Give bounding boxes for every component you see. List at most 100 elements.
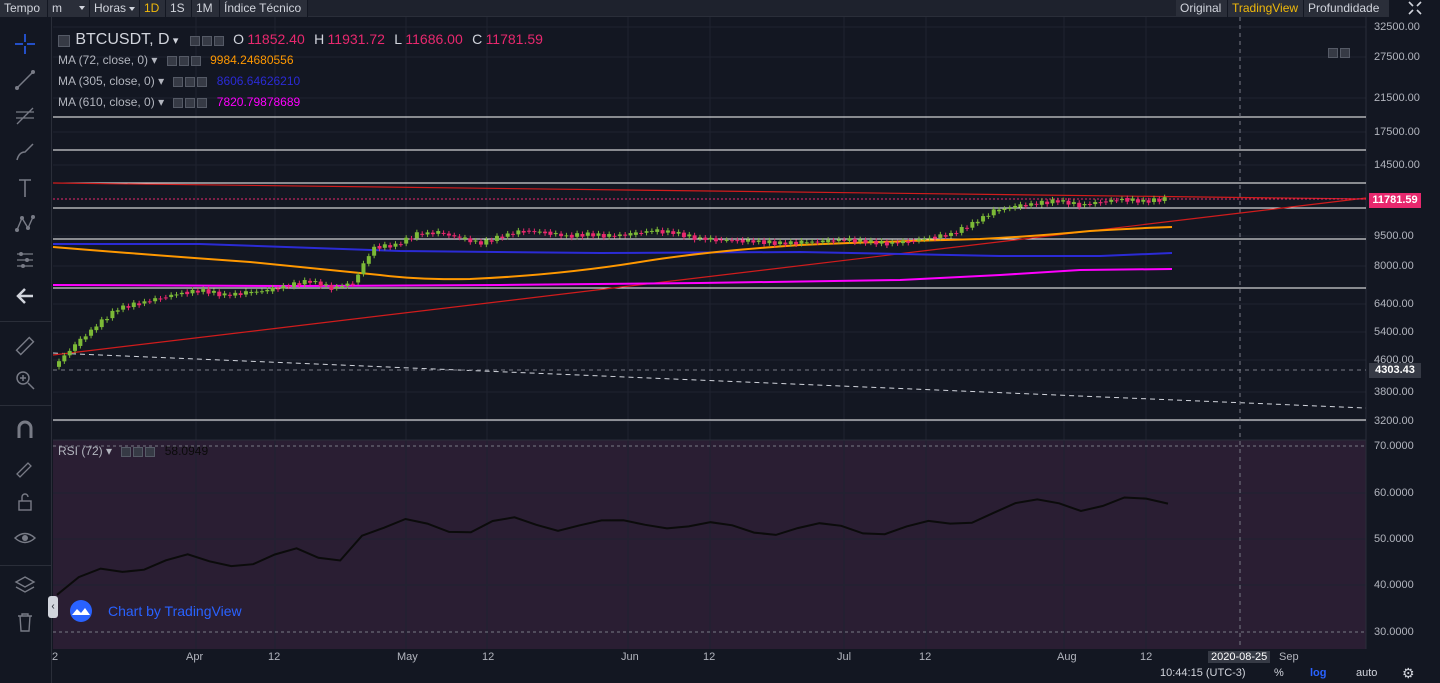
eye-icon[interactable]	[173, 76, 184, 87]
candle[interactable]	[820, 240, 825, 243]
candle[interactable]	[105, 318, 110, 321]
candle[interactable]	[591, 233, 596, 237]
candle[interactable]	[57, 361, 61, 367]
candle[interactable]	[991, 209, 996, 216]
log-toggle[interactable]: log	[1310, 667, 1327, 679]
candle[interactable]	[511, 233, 516, 235]
candle[interactable]	[62, 355, 67, 362]
text-tool[interactable]	[10, 175, 40, 201]
candle[interactable]	[270, 287, 275, 292]
candle[interactable]	[398, 244, 403, 246]
candle[interactable]	[211, 290, 216, 293]
candle[interactable]	[895, 242, 900, 244]
candle[interactable]	[142, 301, 147, 304]
candle[interactable]	[1125, 198, 1130, 202]
candle[interactable]	[478, 241, 483, 245]
candle[interactable]	[1114, 200, 1119, 202]
candle[interactable]	[874, 240, 879, 245]
candle[interactable]	[388, 245, 393, 248]
candle[interactable]	[1098, 202, 1103, 204]
candle[interactable]	[334, 286, 339, 289]
collapse-sidebar-button[interactable]: ‹	[48, 596, 58, 618]
lock-tool[interactable]	[10, 489, 40, 515]
candle[interactable]	[676, 231, 681, 234]
candle[interactable]	[126, 306, 131, 308]
candle[interactable]	[249, 291, 254, 294]
ma305-line[interactable]	[53, 243, 1173, 257]
candle[interactable]	[810, 241, 815, 243]
candle[interactable]	[372, 246, 377, 256]
candle[interactable]	[500, 236, 505, 239]
candle[interactable]	[1055, 200, 1060, 203]
candle[interactable]	[292, 282, 297, 287]
candle[interactable]	[649, 230, 654, 232]
candle[interactable]	[756, 240, 761, 242]
candle[interactable]	[644, 231, 649, 233]
candle[interactable]	[794, 241, 799, 245]
candle[interactable]	[692, 235, 697, 240]
candle[interactable]	[1135, 199, 1140, 203]
candle[interactable]	[468, 238, 473, 243]
candle[interactable]	[414, 232, 419, 239]
candle[interactable]	[569, 234, 574, 238]
candle[interactable]	[457, 236, 462, 238]
candle[interactable]	[842, 239, 847, 241]
chevron-down-icon[interactable]: ▾	[106, 444, 113, 458]
symbol-name[interactable]: BTCUSDT, D	[75, 31, 170, 48]
candle[interactable]	[863, 240, 868, 244]
candle[interactable]	[163, 297, 168, 299]
candle[interactable]	[815, 241, 820, 243]
candle[interactable]	[681, 232, 686, 238]
candle[interactable]	[382, 244, 387, 248]
candle[interactable]	[906, 241, 911, 243]
candle[interactable]	[548, 231, 553, 235]
candle[interactable]	[147, 301, 152, 303]
candle[interactable]	[826, 239, 831, 243]
candle[interactable]	[585, 232, 590, 236]
candle[interactable]	[1050, 199, 1055, 204]
candle[interactable]	[580, 234, 585, 237]
candle[interactable]	[724, 239, 729, 241]
zoom-tool[interactable]	[10, 367, 40, 393]
tradingview-view-button[interactable]: TradingView	[1228, 0, 1304, 17]
candle[interactable]	[174, 294, 179, 296]
ma72-line[interactable]	[52, 226, 1173, 281]
candle[interactable]	[713, 238, 718, 242]
candle[interactable]	[302, 280, 307, 285]
red-resistance-line[interactable]	[52, 182, 1367, 200]
candle[interactable]	[318, 281, 323, 287]
candle[interactable]	[436, 231, 441, 234]
candle[interactable]	[153, 298, 158, 302]
candle[interactable]	[243, 291, 248, 295]
candle[interactable]	[1002, 208, 1007, 211]
candle[interactable]	[804, 242, 809, 244]
candle[interactable]	[409, 238, 414, 240]
candle[interactable]	[190, 289, 195, 294]
auto-toggle[interactable]: auto	[1356, 667, 1378, 679]
candle[interactable]	[751, 240, 756, 243]
candle[interactable]	[660, 230, 665, 234]
candle[interactable]	[473, 240, 478, 242]
candle[interactable]	[879, 240, 884, 244]
candle[interactable]	[1082, 204, 1087, 206]
candle[interactable]	[254, 291, 259, 293]
candle[interactable]	[543, 231, 548, 234]
trend-line-tool[interactable]	[10, 67, 40, 93]
candle[interactable]	[169, 294, 174, 298]
candle[interactable]	[329, 284, 334, 290]
candle[interactable]	[623, 234, 628, 236]
candle[interactable]	[505, 233, 510, 237]
candle[interactable]	[446, 233, 451, 236]
candle[interactable]	[324, 284, 329, 286]
candle[interactable]	[1023, 205, 1028, 207]
candle[interactable]	[73, 344, 78, 351]
candle[interactable]	[393, 243, 398, 247]
candle[interactable]	[430, 232, 435, 235]
candle[interactable]	[494, 235, 499, 241]
original-view-button[interactable]: Original	[1176, 0, 1228, 17]
dashed-trend-line[interactable]	[52, 352, 1367, 409]
candle[interactable]	[997, 209, 1002, 212]
candle[interactable]	[617, 234, 622, 237]
candle[interactable]	[356, 274, 361, 283]
